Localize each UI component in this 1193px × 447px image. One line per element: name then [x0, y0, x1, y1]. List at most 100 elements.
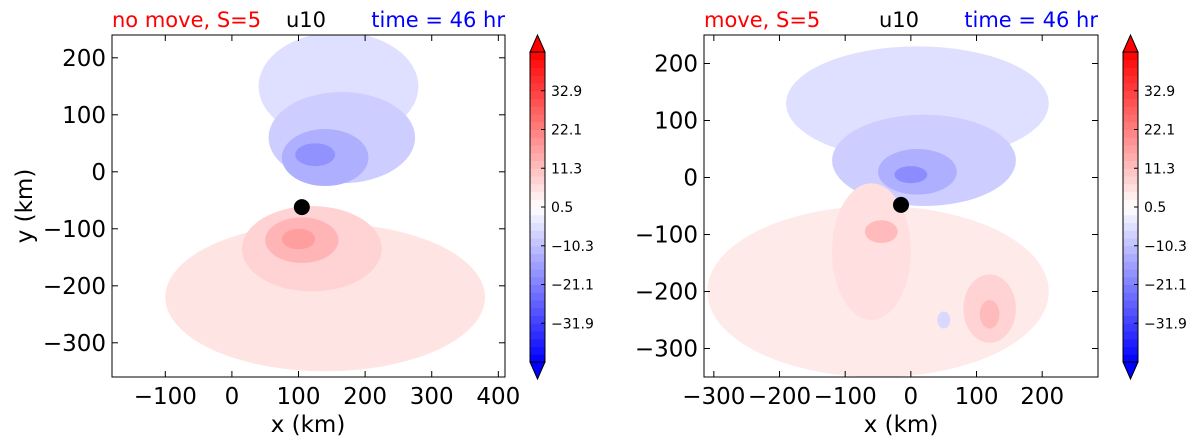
axes-frame — [111, 34, 506, 378]
x-tick-label: 200 — [1020, 384, 1064, 410]
colorbar-segment — [1123, 300, 1138, 309]
x-tick-label: −100 — [814, 384, 877, 410]
colorbar-tick-label: −10.3 — [1144, 239, 1187, 255]
colorbar-segment — [530, 261, 545, 270]
colorbar-segment — [1123, 75, 1138, 84]
colorbar-segment — [530, 284, 545, 293]
x-tick-label: −100 — [134, 384, 197, 410]
colorbar-segment — [530, 214, 545, 223]
panel-move: move, S=5 u10 time = 46 hr −300 −200 −100 0… — [635, 8, 1187, 438]
colorbar-segment — [530, 90, 545, 99]
colorbar-extend-min — [1122, 361, 1139, 381]
storm-center-marker — [293, 199, 310, 216]
colorbar-segment — [530, 83, 545, 92]
colorbar-segment — [530, 191, 545, 200]
x-tick-label: −300 — [682, 384, 745, 410]
colorbar-segment — [1123, 199, 1138, 208]
colorbar-segment — [530, 331, 545, 340]
colorbar-segment — [530, 292, 545, 301]
contour-fills — [707, 46, 1049, 377]
colorbar-segment — [1123, 245, 1138, 254]
colorbar-tick-label: 11.3 — [551, 161, 582, 177]
colorbar-segment — [530, 168, 545, 177]
colorbar: 32.9 22.1 11.3 0.5 −10.3 −21.1 −31.9 — [1122, 33, 1187, 381]
colorbar-segment — [530, 253, 545, 262]
title-right: time = 46 hr — [371, 8, 505, 32]
colorbar-segment — [1123, 152, 1138, 161]
colorbar-segment — [1123, 261, 1138, 270]
y-axis-label: y (km) — [12, 169, 38, 244]
colorbar-segment — [530, 346, 545, 355]
colorbar-segment — [530, 269, 545, 278]
y-tick-label: 100 — [654, 109, 698, 135]
contour-region — [295, 143, 336, 167]
y-tick-label: −100 — [635, 223, 698, 249]
colorbar-tick-label: 0.5 — [551, 200, 573, 216]
colorbar-segment — [1123, 59, 1138, 68]
contour-region — [281, 228, 316, 250]
colorbar-segment — [530, 183, 545, 192]
contour-region — [979, 300, 1000, 329]
colorbar-tick-label: −10.3 — [551, 239, 594, 255]
x-axis-label: x (km) — [864, 412, 939, 438]
colorbar-segment — [530, 245, 545, 254]
colorbar-segment — [530, 230, 545, 239]
colorbar-tick-label: 11.3 — [1144, 161, 1175, 177]
contour-region — [864, 220, 898, 244]
colorbar-segment — [530, 52, 545, 61]
title-left: move, S=5 — [704, 8, 820, 32]
colorbar-segment — [530, 137, 545, 146]
colorbar-segment — [1123, 176, 1138, 185]
colorbar-segment — [1123, 129, 1138, 138]
colorbar-extend-max — [1122, 33, 1139, 53]
y-tick-label: 200 — [62, 46, 106, 72]
title-center: u10 — [879, 8, 919, 32]
colorbar-segment — [530, 121, 545, 130]
colorbar-segment — [530, 238, 545, 247]
colorbar-segment — [1123, 292, 1138, 301]
colorbar-segment — [1123, 214, 1138, 223]
colorbar-segment — [1123, 183, 1138, 192]
colorbar-segment — [530, 106, 545, 115]
colorbar-segment — [530, 338, 545, 347]
storm-center-marker — [893, 196, 909, 213]
colorbar-tick-label: −21.1 — [551, 278, 594, 294]
colorbar-segment — [530, 114, 545, 123]
colorbar-segment — [1123, 83, 1138, 92]
colorbar-tick-label: 22.1 — [1144, 123, 1175, 139]
colorbar-tick-label: 32.9 — [551, 84, 582, 100]
colorbar-segment — [1123, 323, 1138, 332]
x-axis-ticks: −100 0 100 200 300 400 — [134, 35, 520, 410]
contour-region — [894, 166, 928, 184]
colorbar-segment — [1123, 191, 1138, 200]
heatmap-layer — [112, 35, 505, 377]
colorbar-segment — [1123, 253, 1138, 262]
x-tick-label: 100 — [277, 384, 321, 410]
colorbar-segment — [1123, 222, 1138, 231]
colorbar-segment — [1123, 338, 1138, 347]
colorbar-segment — [1123, 98, 1138, 107]
x-tick-label: −200 — [748, 384, 811, 410]
panel-no-move: no move, S=5 u10 time = 46 hr −100 0 100 20… — [12, 8, 594, 438]
y-tick-label: −200 — [635, 280, 698, 306]
colorbar-segment — [1123, 276, 1138, 285]
y-tick-label: −100 — [43, 217, 106, 243]
colorbar-segment — [530, 315, 545, 324]
colorbar-segment — [530, 176, 545, 185]
colorbar-segment — [530, 145, 545, 154]
contour-region — [937, 311, 951, 329]
y-tick-label: −300 — [635, 337, 698, 363]
colorbar-segment — [530, 160, 545, 169]
colorbar-segment — [530, 98, 545, 107]
y-tick-label: 100 — [62, 103, 106, 129]
title-right: time = 46 hr — [964, 8, 1098, 32]
x-tick-label: 0 — [904, 384, 919, 410]
colorbar-segment — [1123, 106, 1138, 115]
colorbar-segment — [1123, 354, 1138, 363]
colorbar-segment — [530, 276, 545, 285]
colorbar-segment — [1123, 238, 1138, 247]
colorbar-segment — [1123, 67, 1138, 76]
contour-region — [832, 183, 911, 320]
colorbar-segment — [1123, 331, 1138, 340]
